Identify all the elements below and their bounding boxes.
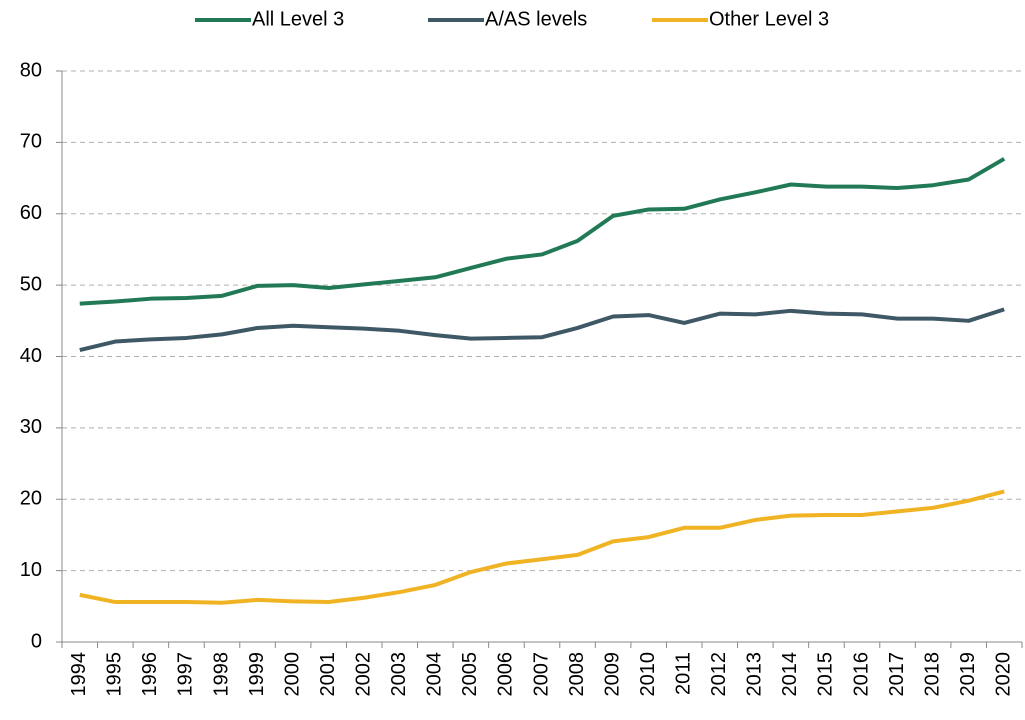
y-tick-label: 10 xyxy=(20,559,42,581)
x-tick-label: 2000 xyxy=(281,652,303,697)
x-tick-label: 2004 xyxy=(424,652,446,697)
y-tick-label: 20 xyxy=(20,488,42,510)
legend-label: A/AS levels xyxy=(485,8,587,30)
x-tick-label: 1994 xyxy=(68,652,90,697)
x-tick-label: 2015 xyxy=(815,652,837,697)
x-tick-label: 2001 xyxy=(317,652,339,697)
x-tick-label: 2009 xyxy=(601,652,623,697)
y-tick-label: 60 xyxy=(20,202,42,224)
line-series xyxy=(79,157,1006,306)
legend-label: Other Level 3 xyxy=(709,8,829,30)
x-tick-label: 2003 xyxy=(388,652,410,697)
x-tick-label: 2012 xyxy=(708,652,730,697)
y-tick-label: 30 xyxy=(20,416,42,438)
x-tick-label: 2020 xyxy=(993,652,1015,697)
x-tick-label: 2007 xyxy=(530,652,552,697)
y-tick-label: 80 xyxy=(20,59,42,81)
line-series xyxy=(79,489,1005,605)
y-tick-label: 40 xyxy=(20,345,42,367)
x-tick-label: 2013 xyxy=(744,652,766,697)
x-tick-label: 2010 xyxy=(637,652,659,697)
x-tick-label: 1998 xyxy=(210,652,232,697)
x-tick-label: 1995 xyxy=(104,652,126,697)
x-tick-label: 2011 xyxy=(673,652,695,695)
x-tick-label: 2005 xyxy=(459,652,481,697)
x-tick-label: 2016 xyxy=(850,652,872,697)
y-tick-label: 0 xyxy=(31,630,42,652)
x-tick-label: 2008 xyxy=(566,652,588,697)
x-tick-label: 2017 xyxy=(886,652,908,697)
y-tick-label: 70 xyxy=(20,131,42,153)
x-tick-label: 1997 xyxy=(175,652,197,697)
x-tick-label: 2006 xyxy=(495,652,517,697)
x-tick-label: 1999 xyxy=(246,652,268,697)
y-tick-label: 50 xyxy=(20,273,42,295)
line-series xyxy=(79,307,1005,353)
legend-label: All Level 3 xyxy=(252,8,344,30)
x-tick-label: 2019 xyxy=(957,652,979,697)
x-tick-label: 2018 xyxy=(921,652,943,697)
x-tick-label: 2014 xyxy=(779,652,801,697)
x-tick-label: 1996 xyxy=(139,652,161,697)
x-tick-label: 2002 xyxy=(353,652,375,697)
